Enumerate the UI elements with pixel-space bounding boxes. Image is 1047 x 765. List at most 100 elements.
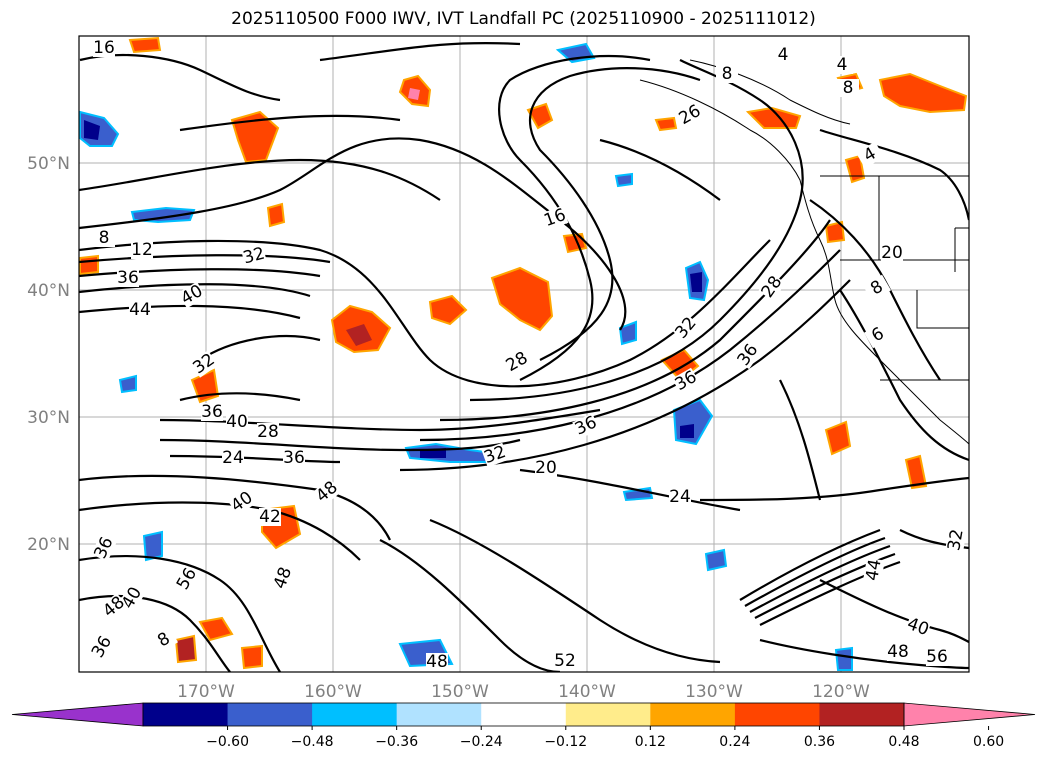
colorbar-tick-label: −0.12 [544, 734, 587, 750]
contour-label-bg [862, 274, 892, 302]
contour-label-bg [257, 423, 279, 441]
colorbar-cell [143, 703, 229, 726]
pc-blob [834, 646, 853, 671]
colorbar-tick-label: −0.60 [206, 734, 249, 750]
contour-line [744, 536, 886, 607]
colorbar-tick-label: −0.48 [291, 734, 334, 750]
contour-line [528, 67, 701, 361]
contour-label-bg [131, 241, 153, 259]
contour-label-bg [426, 653, 448, 671]
contour-label: 42 [259, 507, 281, 527]
contour-label-bg [863, 321, 893, 349]
lon-label: 160°W [304, 682, 362, 702]
contour-label: 48 [426, 652, 448, 672]
contour-line [379, 539, 561, 672]
contour-line [79, 137, 627, 331]
contour-label-bg [93, 39, 115, 57]
contour-line [759, 560, 901, 626]
contour-label: 52 [554, 651, 576, 671]
colorbar-cell [734, 703, 820, 726]
lat-axis: 50°N 40°N 30°N 20°N [27, 154, 70, 555]
contour-label-bg [227, 488, 257, 516]
pc-blob [198, 616, 234, 642]
pc-blob [614, 172, 633, 188]
contour-label-bg [535, 459, 557, 477]
contour-label-bg [149, 626, 179, 654]
colorbar-cell [481, 703, 567, 726]
contour-line [819, 128, 969, 221]
colorbar-cell [565, 703, 651, 726]
contour-label: 48 [887, 642, 909, 662]
contour-label-bg [502, 348, 532, 376]
pc-blob [904, 454, 928, 490]
pc-blob [84, 120, 100, 140]
colorbar-extend-low [11, 702, 144, 727]
contour-line [419, 249, 841, 442]
contour-label: 56 [926, 647, 948, 667]
contour-label-bg [481, 442, 509, 468]
colorbar-extend-high [903, 702, 1036, 727]
pc-blob [142, 530, 163, 562]
coastlines [639, 59, 969, 445]
contour-line [759, 638, 969, 670]
contour-label-bg [91, 534, 117, 562]
pc-blob [745, 106, 802, 129]
lon-label: 170°W [177, 682, 235, 702]
contour-label: 36 [117, 268, 139, 288]
contour-label-bg [177, 281, 207, 309]
contour-label-bg [201, 403, 223, 421]
contour-label: 24 [222, 448, 244, 468]
contour-label-bg [572, 413, 600, 439]
contour-label-bg [189, 350, 219, 378]
colorbar-cell [312, 703, 398, 726]
colorbar-tick-label: 0.36 [804, 734, 835, 750]
contour-line [79, 555, 281, 672]
contour-line [79, 53, 281, 102]
lat-label: 40°N [27, 281, 70, 301]
contour-label: 24 [669, 487, 691, 507]
contour-line [79, 268, 321, 278]
contour-label: 12 [131, 240, 153, 260]
pc-blob [79, 254, 99, 276]
colorbar-tick-label: 0.12 [635, 734, 666, 750]
pc-blob [346, 324, 372, 346]
colorbar-tick-label: 0.24 [719, 734, 750, 750]
contour-label-bg [88, 632, 116, 662]
lat-label: 30°N [27, 408, 70, 428]
contour-line [469, 59, 804, 402]
contour-label-bg [259, 508, 281, 526]
contour-label-bg [554, 652, 576, 670]
contour-line [199, 334, 321, 361]
contour-line [429, 518, 721, 664]
contour-label-bg [926, 648, 948, 666]
colorbar-tick-label: 0.48 [888, 734, 919, 750]
lat-label: 20°N [27, 535, 70, 555]
contour-line [439, 219, 831, 422]
contour-label-bg [772, 46, 794, 64]
contour-line [179, 114, 401, 132]
contour-label: 44 [129, 300, 151, 320]
colorbar-cell [819, 703, 905, 726]
pc-blob [230, 110, 280, 164]
contour-line [498, 55, 651, 381]
contour-label-bg [173, 564, 201, 594]
pc-blob [128, 36, 162, 54]
contour-line [779, 379, 822, 501]
contour-label-bg [270, 564, 296, 592]
contour-label-bg [99, 593, 129, 621]
contour-line [819, 579, 969, 643]
contour-label-bg [93, 229, 115, 247]
contour-line [79, 254, 331, 264]
pc-blob [490, 266, 554, 332]
colorbar-tick-label: 0.60 [973, 734, 1004, 750]
contour-label-bg [671, 367, 701, 395]
contour-label-bg [734, 340, 762, 370]
contour-line [754, 552, 896, 619]
colorbar-tick-label: −0.36 [375, 734, 418, 750]
pc-blob [428, 294, 468, 326]
pc-blob [526, 102, 554, 130]
pc-blob [130, 206, 196, 224]
border-line [916, 290, 969, 329]
contour-label: 4 [837, 55, 848, 75]
